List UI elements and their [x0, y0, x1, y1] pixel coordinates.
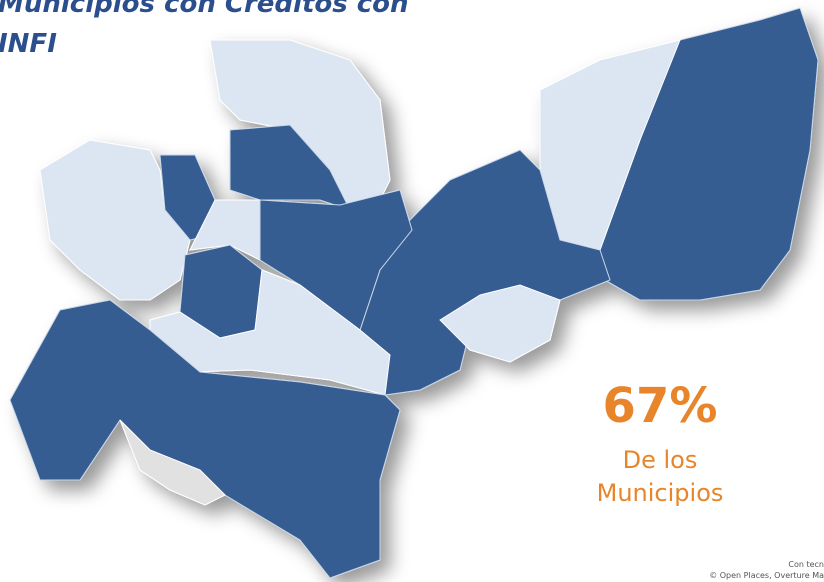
title: INFI: [0, 29, 57, 59]
stat-caption: De los: [623, 446, 698, 474]
region: [229, 124, 351, 211]
region: [119, 419, 226, 506]
attribution: Con tecn: [788, 560, 824, 569]
region: [439, 284, 561, 363]
stat-caption: Municipios: [597, 479, 724, 507]
map: [9, 7, 819, 579]
region: [259, 189, 413, 331]
title: Municipios con Créditos con: [0, 0, 409, 19]
attribution: © Open Places, Overture Ma: [709, 571, 824, 580]
stat-value: 67%: [603, 378, 718, 434]
